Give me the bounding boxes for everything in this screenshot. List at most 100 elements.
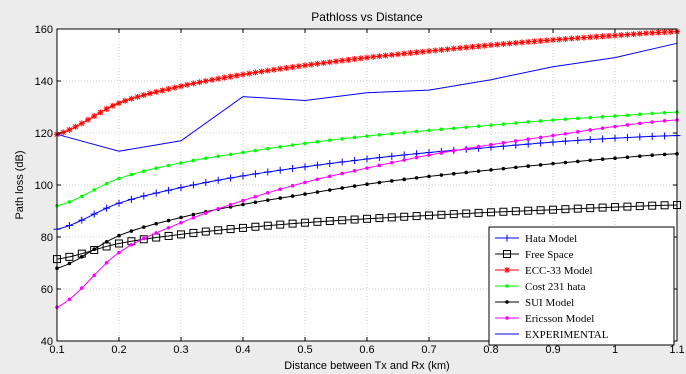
marker-d2 <box>351 56 358 62</box>
marker-d2 <box>97 109 104 116</box>
marker-d2 <box>407 50 414 56</box>
data-point <box>103 105 110 112</box>
data-point <box>276 220 285 229</box>
x-tick-label: 0.9 <box>545 344 560 356</box>
data-point <box>365 134 369 138</box>
data-point <box>178 83 184 90</box>
data-point <box>400 212 409 221</box>
data-point <box>191 158 196 163</box>
data-point <box>301 163 309 171</box>
x-tick-label: 1.1 <box>669 344 684 356</box>
data-point <box>377 133 382 137</box>
marker-d2 <box>203 78 209 84</box>
marker-d2 <box>364 54 370 61</box>
data-point <box>476 124 481 129</box>
data-point <box>561 205 570 214</box>
data-point <box>463 44 470 51</box>
data-point <box>166 163 171 168</box>
y-tick-label: 80 <box>41 232 53 244</box>
data-point <box>598 203 607 212</box>
data-point <box>549 205 557 214</box>
data-point <box>432 47 439 54</box>
marker-d2 <box>581 34 587 41</box>
y-tick-label: 60 <box>41 284 53 296</box>
data-point <box>376 53 383 60</box>
marker-d2 <box>209 77 215 83</box>
data-point <box>514 165 518 170</box>
marker-d2 <box>60 129 66 136</box>
data-point <box>241 198 245 203</box>
marker-d2 <box>265 67 271 74</box>
data-point <box>593 33 600 40</box>
data-point <box>551 133 555 138</box>
marker-d2 <box>438 47 445 53</box>
data-point <box>514 121 518 125</box>
data-point <box>401 50 408 57</box>
marker-d2 <box>66 127 73 133</box>
data-point <box>488 42 494 49</box>
marker-d2 <box>283 65 290 71</box>
data-point <box>574 136 582 144</box>
legend-item: Hata Model <box>495 233 577 245</box>
data-point <box>524 206 533 215</box>
data-point <box>402 158 407 162</box>
data-point <box>271 66 277 73</box>
marker-d2 <box>320 60 327 66</box>
data-point <box>253 194 258 199</box>
data-point <box>288 219 297 228</box>
marker-d2 <box>376 53 383 59</box>
data-point <box>252 69 259 76</box>
marker-d2 <box>141 92 147 98</box>
data-point <box>221 74 228 81</box>
data-point <box>419 48 426 55</box>
marker-d2 <box>500 41 507 47</box>
data-point <box>117 176 121 181</box>
data-point <box>514 139 518 143</box>
data-point <box>439 173 444 177</box>
data-point <box>154 221 158 226</box>
data-point <box>115 239 123 248</box>
marker-d2 <box>618 32 624 38</box>
data-point <box>357 55 364 62</box>
data-point <box>91 113 98 120</box>
data-point <box>139 235 148 244</box>
data-point <box>325 217 334 226</box>
data-point <box>289 164 297 172</box>
legend-item: ECC-33 Model <box>495 265 593 277</box>
marker-d2 <box>593 34 600 40</box>
data-point <box>338 216 347 225</box>
data-point <box>387 213 396 222</box>
data-point <box>276 166 284 174</box>
data-point <box>142 236 146 241</box>
data-point <box>328 174 332 179</box>
data-point <box>78 216 86 224</box>
data-point <box>78 120 85 127</box>
marker-d2 <box>482 43 488 49</box>
marker-d2 <box>469 44 476 50</box>
data-point <box>227 174 235 182</box>
data-point <box>549 138 557 146</box>
data-point <box>648 132 656 140</box>
data-point <box>611 203 619 212</box>
marker-d2 <box>606 33 612 39</box>
data-point <box>189 228 198 237</box>
data-point <box>204 156 208 161</box>
y-tick-label: 40 <box>41 336 53 348</box>
marker-d2 <box>221 75 228 81</box>
series-cost-231-hata <box>55 110 679 208</box>
data-point <box>630 31 637 38</box>
data-point <box>352 135 357 140</box>
marker-d2 <box>475 43 482 49</box>
data-point <box>295 63 302 70</box>
data-point <box>80 194 84 199</box>
marker-d2 <box>519 39 525 46</box>
marker-d2 <box>110 103 116 109</box>
data-point <box>469 43 476 50</box>
data-point <box>152 189 160 197</box>
data-point <box>588 158 592 163</box>
data-point <box>613 156 617 161</box>
marker-d2 <box>196 79 203 85</box>
marker-d2 <box>370 54 376 60</box>
data-point <box>128 95 135 102</box>
